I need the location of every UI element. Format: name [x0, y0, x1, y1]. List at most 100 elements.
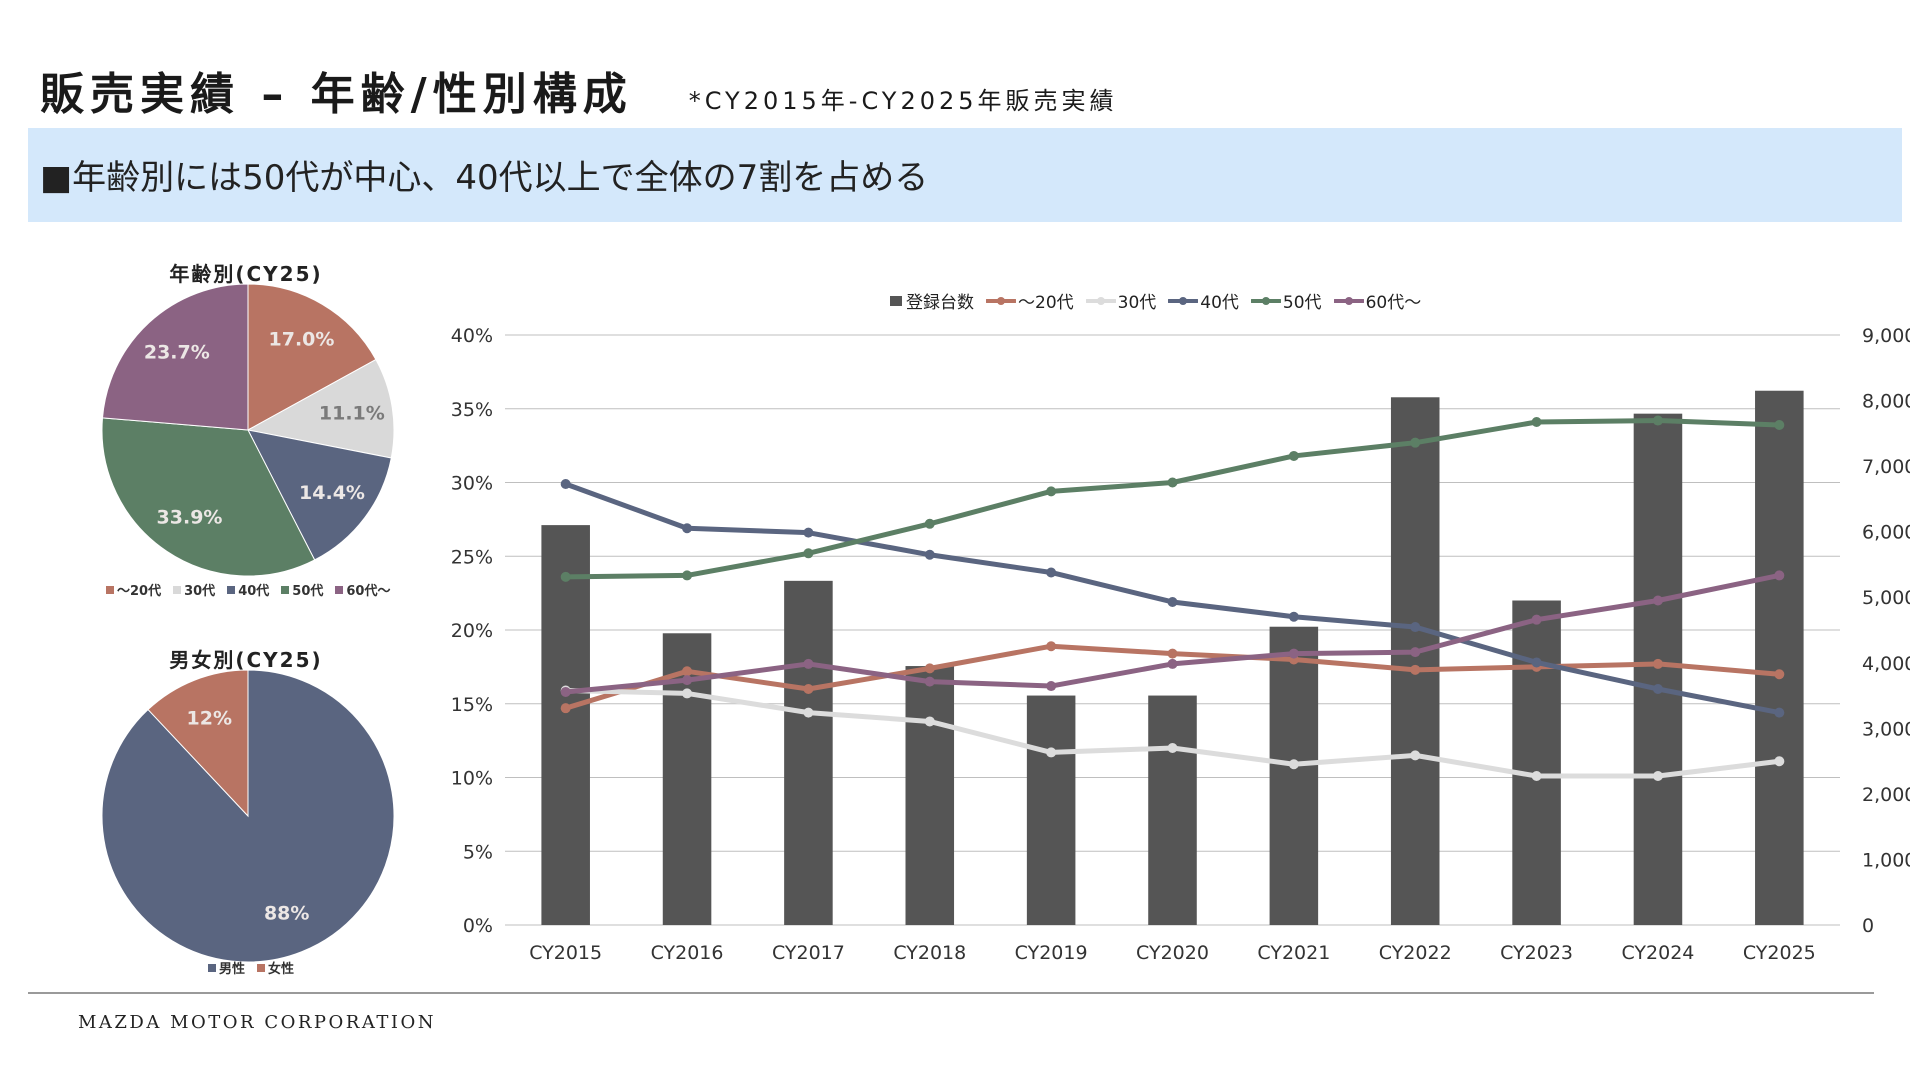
- y-right-tick-label: 9,000: [1862, 325, 1910, 347]
- x-tick-label: CY2023: [1500, 942, 1573, 964]
- series-point: [1046, 747, 1057, 758]
- y-left-tick-label: 20%: [451, 620, 493, 642]
- legend-label: 男性: [219, 962, 246, 977]
- x-tick-label: CY2018: [893, 942, 966, 964]
- series-point: [1652, 771, 1663, 782]
- gender-pie-legend: 男性 女性: [208, 958, 294, 977]
- legend-item: 40代: [1168, 288, 1239, 313]
- legend-item: 60代～: [1333, 288, 1422, 313]
- y-right-tick-label: 1,000: [1862, 849, 1910, 871]
- legend-label: 登録台数: [906, 293, 974, 313]
- legend-item: 60代～: [335, 580, 390, 599]
- series-point: [1046, 681, 1057, 692]
- legend-label: 40代: [1200, 293, 1239, 313]
- series-point: [1774, 669, 1785, 680]
- x-tick-label: CY2016: [651, 942, 724, 964]
- series-point: [1288, 759, 1299, 770]
- legend-item: 男性: [208, 958, 245, 977]
- series-point: [1046, 641, 1057, 652]
- bar-registrations: [1148, 695, 1197, 925]
- series-point: [1288, 450, 1299, 461]
- pie-slice: [246, 358, 395, 459]
- series-point: [682, 666, 693, 677]
- summary-banner: ■年齢別には50代が中心、40代以上で全体の7割を占める: [28, 128, 1902, 222]
- legend-label: 60代～: [1365, 293, 1422, 313]
- pie-slice: [247, 283, 377, 431]
- pie-data-label: 12%: [187, 707, 232, 729]
- age-pie-chart: 17.0% 11.1% 14.4% 33.9% 23.7%: [101, 283, 395, 577]
- legend-bar-swatch: [890, 295, 902, 306]
- legend-line-swatch: [1168, 296, 1199, 305]
- pie-data-label: 23.7%: [144, 342, 210, 364]
- pie-slice: [147, 669, 249, 818]
- legend-item: ～20代: [986, 288, 1074, 313]
- legend-item: 50代: [1250, 288, 1322, 313]
- y-left-tick-label: 0%: [463, 915, 493, 937]
- series-point: [560, 703, 571, 714]
- x-tick-label: CY2015: [529, 942, 602, 964]
- legend-label: ～20代: [1018, 293, 1074, 313]
- series-point: [1531, 417, 1542, 428]
- series-point: [1531, 614, 1542, 625]
- series-point: [1046, 567, 1057, 578]
- series-point: [924, 676, 935, 687]
- legend-swatch: [208, 963, 216, 972]
- x-tick-label: CY2021: [1257, 942, 1330, 964]
- legend-item: 登録台数: [890, 288, 974, 313]
- series-point: [1652, 658, 1663, 669]
- footer-divider: [28, 992, 1874, 994]
- legend-line-swatch: [1333, 296, 1364, 305]
- series-point: [1167, 648, 1178, 659]
- series-point: [1531, 657, 1542, 668]
- series-point: [1410, 622, 1421, 633]
- y-right-tick-label: 0: [1862, 915, 1874, 937]
- series-point: [1774, 707, 1785, 718]
- bar-registrations: [1269, 626, 1319, 925]
- series-point: [1167, 477, 1178, 488]
- y-left-tick-label: 25%: [451, 546, 493, 568]
- legend-line-swatch: [1250, 296, 1281, 305]
- y-left-tick-label: 35%: [451, 399, 493, 421]
- series-point: [682, 688, 693, 699]
- legend-swatch: [257, 963, 266, 972]
- bar-registrations: [1390, 397, 1440, 925]
- y-right-tick-label: 6,000: [1862, 522, 1910, 544]
- x-tick-label: CY2025: [1743, 942, 1816, 964]
- y-right-tick-label: 8,000: [1862, 391, 1910, 413]
- pie-data-label: 14.4%: [299, 482, 365, 504]
- series-point: [1652, 684, 1663, 694]
- bar-registrations: [905, 666, 955, 925]
- y-right-tick-label: 7,000: [1862, 456, 1910, 478]
- bar-registrations: [1755, 390, 1804, 925]
- y-right-tick-label: 2,000: [1862, 784, 1910, 806]
- pie-slice: [101, 417, 316, 577]
- series-point: [1774, 570, 1785, 581]
- series-point: [1652, 415, 1663, 426]
- y-left-tick-label: 5%: [463, 841, 493, 863]
- combo-chart-legend: 登録台数 ～20代 30代 40代 50代 60代～: [890, 288, 1421, 313]
- x-tick-label: CY2024: [1622, 942, 1695, 964]
- y-right-tick-label: 4,000: [1862, 653, 1910, 675]
- pie-slice: [101, 283, 249, 431]
- series-point: [682, 675, 693, 686]
- series-point: [1531, 771, 1542, 782]
- legend-swatch: [335, 585, 344, 594]
- gender-pie-title: 男女別(CY25): [169, 648, 323, 672]
- series-point: [1774, 756, 1785, 767]
- pie-data-label: 17.0%: [269, 328, 335, 350]
- legend-swatch: [106, 585, 114, 594]
- age-pie-legend: ～20代 30代 40代 50代 60代～: [106, 580, 390, 599]
- series-point: [682, 523, 693, 534]
- title-row: 販売実績 – 年齢/性別構成 *CY2015年-CY2025年販売実績: [40, 58, 1118, 120]
- series-point: [682, 570, 693, 581]
- legend-label: 40代: [238, 584, 270, 599]
- series-point: [1774, 419, 1785, 430]
- company-name: MAZDA MOTOR CORPORATION: [78, 1012, 436, 1033]
- page-subtitle: *CY2015年-CY2025年販売実績: [688, 87, 1118, 115]
- series-point: [1410, 664, 1421, 675]
- series-point: [1167, 743, 1178, 753]
- legend-swatch: [173, 585, 182, 594]
- legend-item: 40代: [227, 580, 269, 599]
- legend-line-swatch: [1085, 296, 1116, 305]
- series-point: [1652, 595, 1663, 606]
